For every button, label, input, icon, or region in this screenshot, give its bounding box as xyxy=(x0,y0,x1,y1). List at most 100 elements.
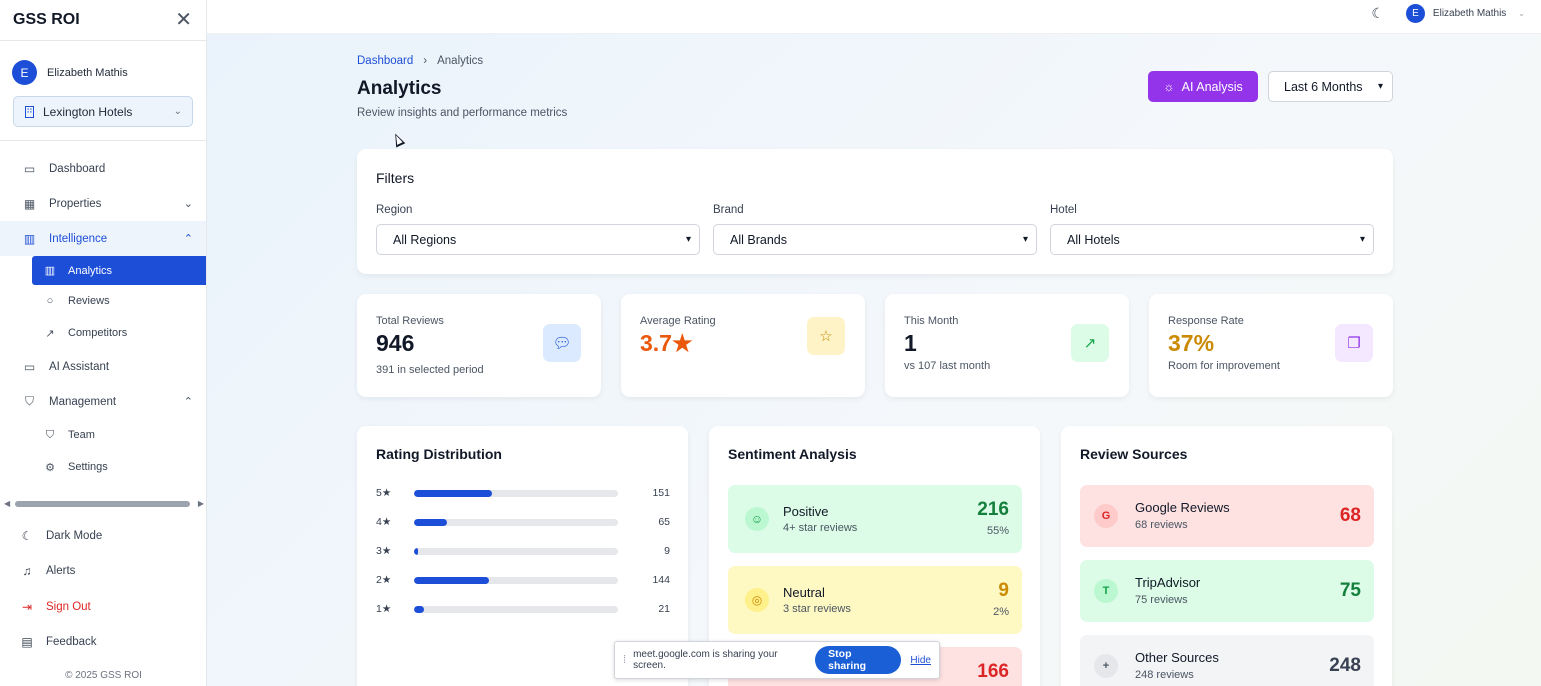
nav-label: Team xyxy=(68,429,95,441)
nav-alerts[interactable]: ♫ Alerts xyxy=(0,554,207,590)
scroll-right-icon[interactable]: ▶ xyxy=(197,499,204,508)
source-sub: 68 reviews xyxy=(1135,519,1188,531)
user-profile: E Elizabeth Mathis xyxy=(0,41,206,91)
source-count: 248 xyxy=(1329,655,1361,676)
rating-distribution-card: Rating Distribution 5★ 151 4★ 65 3★ 9 2★… xyxy=(357,426,688,686)
bar-chart-icon: ▥ xyxy=(44,265,56,277)
smile-icon: ☺ xyxy=(745,507,769,531)
brand-select[interactable]: All Brands ▾ xyxy=(713,224,1037,255)
hotel-select[interactable]: All Hotels ▾ xyxy=(1050,224,1374,255)
source-name: TripAdvisor xyxy=(1135,575,1201,590)
scrollbar-thumb[interactable] xyxy=(15,501,190,507)
sentiment-count: 9 xyxy=(998,580,1009,601)
rating-label: 5★ xyxy=(376,487,392,499)
rating-label: 3★ xyxy=(376,545,392,557)
lightbulb-icon: ☼ xyxy=(1163,79,1175,94)
user-name[interactable]: Elizabeth Mathis xyxy=(1432,8,1507,19)
chevron-down-icon: ▾ xyxy=(685,234,691,245)
stat-label: Response Rate xyxy=(1168,315,1244,327)
rating-count: 21 xyxy=(658,603,670,615)
copyright: © 2025 GSS ROI xyxy=(65,670,142,681)
rating-row: 5★ 151 xyxy=(376,486,670,500)
stop-sharing-button[interactable]: Stop sharing xyxy=(815,646,902,674)
property-selector[interactable]: Lexington Hotels ⌄ xyxy=(13,96,193,127)
avatar[interactable]: E xyxy=(1405,4,1425,23)
sign-out-button[interactable]: ⇥ Sign Out xyxy=(0,589,207,625)
close-icon[interactable]: ✕ xyxy=(175,9,192,31)
stat-sub: vs 107 last month xyxy=(904,360,991,372)
stat-label: This Month xyxy=(904,315,959,327)
rating-bar xyxy=(414,605,618,613)
rating-bar-fill xyxy=(414,576,490,584)
dark-mode-toggle[interactable]: ☾ Dark Mode xyxy=(0,518,207,554)
ai-analysis-button[interactable]: ☼ AI Analysis xyxy=(1148,71,1258,102)
hide-link[interactable]: Hide xyxy=(910,654,931,666)
rating-row: 4★ 65 xyxy=(376,515,670,529)
sidebar-scrollbar[interactable]: ◀ ▶ xyxy=(4,499,204,509)
nav-label: Properties xyxy=(49,197,102,210)
main-nav: ▭ Dashboard ▦ Properties ⌄ ▥ Intelligenc… xyxy=(0,141,206,483)
review-sources-card: Review Sources G Google Reviews 68 revie… xyxy=(1061,426,1392,686)
rating-bar xyxy=(414,518,618,526)
rating-count: 9 xyxy=(664,545,670,557)
breadcrumb-link[interactable]: Dashboard xyxy=(357,55,414,67)
top-bar: ☾ E Elizabeth Mathis ⌄ xyxy=(207,0,1541,34)
nav-settings[interactable]: ⚙ Settings xyxy=(32,451,206,483)
nav-label: Settings xyxy=(68,461,108,473)
chevron-down-icon: ▾ xyxy=(1377,81,1383,92)
stat-this-month: This Month 1 vs 107 last month ↗ xyxy=(885,294,1129,397)
chevron-down-icon: ▾ xyxy=(1359,234,1365,245)
plus-icon: + xyxy=(1094,654,1118,678)
nav-label: Alerts xyxy=(46,565,76,578)
rating-count: 151 xyxy=(652,487,670,499)
stat-label: Total Reviews xyxy=(376,315,444,327)
nav-feedback[interactable]: ▤ Feedback xyxy=(0,625,207,661)
rating-count: 144 xyxy=(652,574,670,586)
nav-label: Competitors xyxy=(68,327,128,339)
nav-competitors[interactable]: ↗ Competitors xyxy=(32,317,206,349)
sidebar: GSS ROI ✕ E Elizabeth Mathis Lexington H… xyxy=(0,0,207,686)
rating-bar xyxy=(414,489,618,497)
rating-label: 1★ xyxy=(376,603,392,615)
chevron-down-icon[interactable]: ⌄ xyxy=(1518,9,1525,18)
brand-value: All Brands xyxy=(730,232,787,247)
moon-icon: ☾ xyxy=(21,528,33,543)
message-icon: 💬︎ xyxy=(543,324,581,362)
sentiment-percent: 2% xyxy=(993,606,1009,618)
nav-reviews[interactable]: ○ Reviews xyxy=(32,285,206,317)
bell-icon: ♫ xyxy=(22,564,32,579)
nav-properties[interactable]: ▦ Properties ⌄ xyxy=(0,186,206,221)
chevron-up-icon: ⌃ xyxy=(183,396,193,408)
moon-icon[interactable]: ☾ xyxy=(1371,5,1384,21)
nav-label: Dashboard xyxy=(49,162,106,175)
stat-value: 37% xyxy=(1168,330,1215,356)
region-select[interactable]: All Regions ▾ xyxy=(376,224,700,255)
rating-bar-fill xyxy=(414,547,419,555)
nav-team[interactable]: ⛉ Team xyxy=(32,419,206,451)
nav-intelligence[interactable]: ▥ Intelligence ⌃ xyxy=(0,221,206,256)
filters-title: Filters xyxy=(376,170,415,186)
divider xyxy=(0,40,206,41)
period-select[interactable]: Last 6 Months ▾ xyxy=(1268,71,1393,102)
sentiment-positive: ☺ Positive 4+ star reviews 216 55% xyxy=(728,485,1022,553)
breadcrumb-current: Analytics xyxy=(437,55,484,67)
nav-ai-assistant[interactable]: ▭ AI Assistant xyxy=(0,349,206,384)
scroll-left-icon[interactable]: ◀ xyxy=(4,499,11,508)
avatar: E xyxy=(12,60,37,85)
building-icon: ▦ xyxy=(23,196,36,211)
nav-dashboard[interactable]: ▭ Dashboard xyxy=(0,151,206,186)
users-icon: ⛉ xyxy=(24,394,34,408)
gear-icon: ⚙ xyxy=(45,461,55,474)
drag-handle-icon[interactable]: ⁞ xyxy=(623,654,627,666)
button-label: AI Analysis xyxy=(1181,79,1243,94)
source-tripadvisor: T TripAdvisor 75 reviews 75 xyxy=(1080,560,1374,622)
sentiment-sub: 4+ star reviews xyxy=(783,522,858,534)
tripadvisor-icon: T xyxy=(1094,579,1118,603)
brand-label: Brand xyxy=(713,204,744,216)
trend-up-icon: ↗ xyxy=(1071,324,1109,362)
nav-analytics[interactable]: ▥ Analytics xyxy=(32,256,206,285)
computer-icon: ▭ xyxy=(23,359,36,374)
nav-management[interactable]: ⛉ Management ⌃ xyxy=(0,384,206,419)
bar-chart-icon: ▥ xyxy=(23,231,36,246)
source-sub: 75 reviews xyxy=(1135,594,1188,606)
